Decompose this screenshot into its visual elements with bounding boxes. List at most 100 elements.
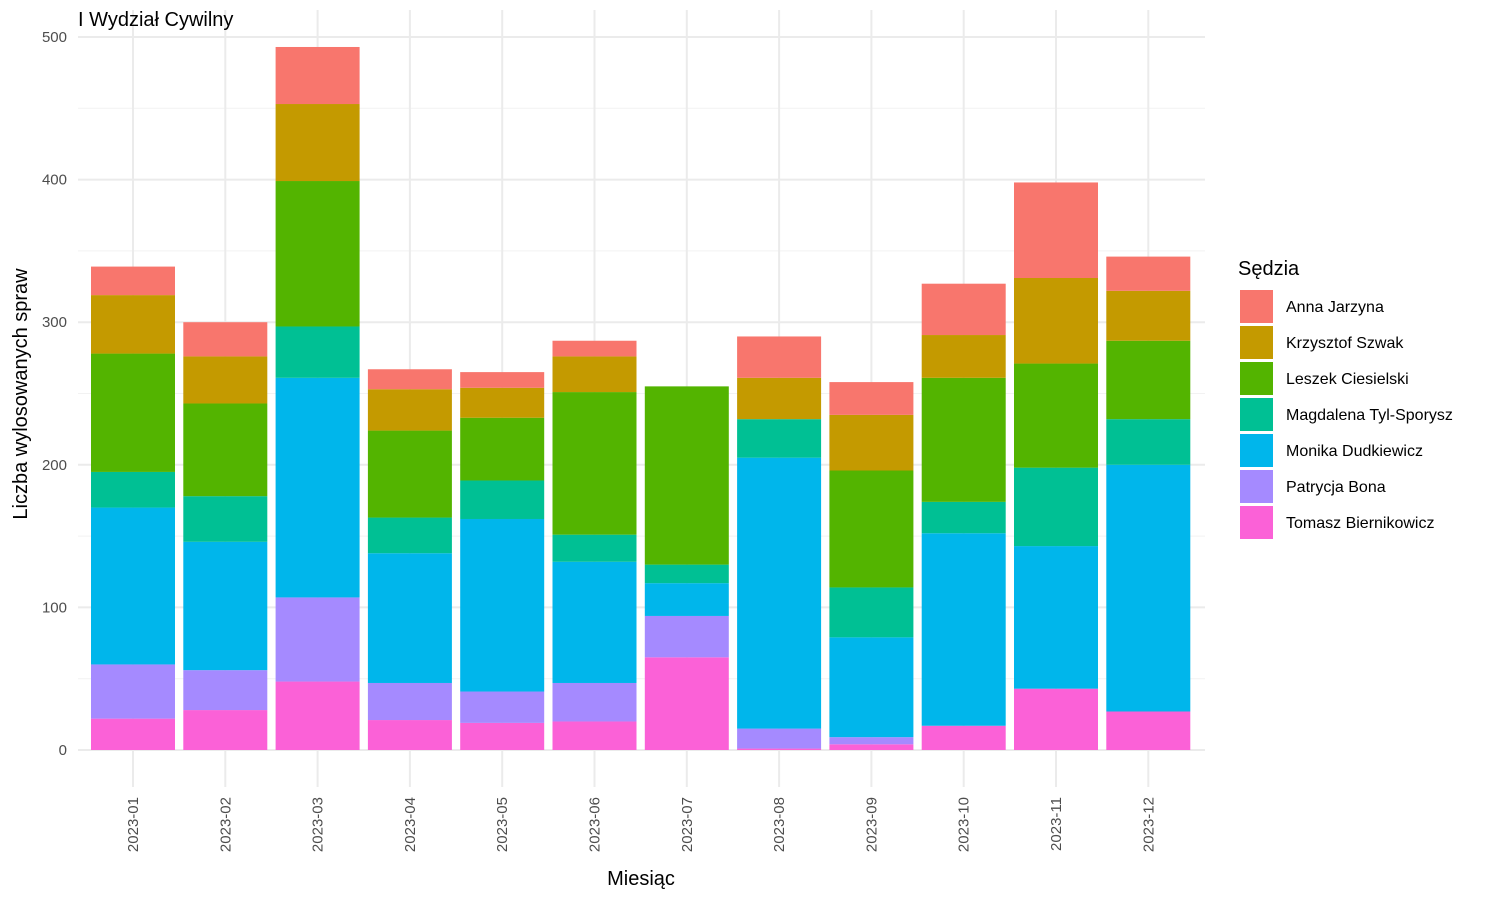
bar-segment — [644, 583, 729, 616]
bar-segment — [460, 387, 545, 418]
y-axis-ticks: 0 100 200 300 400 500 — [42, 29, 67, 759]
bar-segment — [644, 657, 729, 750]
bar-segment — [921, 725, 1006, 750]
bar-segment — [1014, 363, 1098, 468]
bar-segment — [552, 561, 637, 683]
bars — [91, 46, 1191, 750]
bar-segment — [737, 728, 822, 749]
bar-segment — [367, 389, 452, 431]
bar-segment — [183, 356, 268, 404]
bar-segment — [921, 335, 1006, 378]
bar-segment — [829, 587, 914, 638]
y-tick-label: 500 — [42, 29, 67, 46]
bar-segment — [1014, 467, 1098, 547]
x-tick-label: 2023-12 — [1140, 797, 1157, 852]
bar-segment — [829, 737, 914, 745]
x-tick-label: 2023-08 — [771, 797, 788, 852]
bar-segment — [737, 336, 822, 378]
bar-segment — [91, 471, 175, 508]
bar-segment — [552, 534, 637, 562]
y-tick-label: 0 — [59, 742, 67, 759]
legend-label: Krzysztof Szwak — [1286, 335, 1404, 352]
bar-segment — [367, 720, 452, 750]
bar-segment — [91, 507, 175, 665]
bar-segment — [91, 353, 175, 472]
bar-segment — [737, 377, 822, 420]
bar-segment — [552, 392, 637, 535]
bar-segment — [1106, 340, 1191, 420]
bar-segment — [91, 718, 175, 750]
bar-segment — [460, 372, 545, 388]
legend-key — [1240, 326, 1273, 359]
bar-segment — [552, 682, 637, 722]
bar-segment — [183, 670, 268, 711]
y-tick-label: 300 — [42, 314, 67, 331]
y-tick-label: 200 — [42, 457, 67, 474]
bar-segment — [183, 322, 268, 357]
bar-segment — [460, 480, 545, 519]
legend-label: Magdalena Tyl-Sporysz — [1286, 407, 1453, 424]
bar-segment — [367, 430, 452, 518]
bar-segment — [737, 748, 822, 750]
bar-segment — [275, 681, 360, 750]
legend: Sędzia Anna Jarzyna Krzysztof Szwak Leszek… — [1238, 258, 1453, 539]
legend-title: Sędzia — [1238, 258, 1300, 280]
bar-segment — [737, 419, 822, 458]
bar-segment — [275, 597, 360, 682]
y-tick-label: 400 — [42, 172, 67, 189]
x-tick-label: 2023-11 — [1048, 797, 1065, 851]
bar-segment — [460, 417, 545, 481]
legend-key — [1240, 506, 1273, 539]
x-axis-title: Miesiąc — [607, 868, 675, 890]
x-tick-label: 2023-07 — [679, 797, 696, 852]
bar-segment — [552, 340, 637, 357]
legend-key — [1240, 362, 1273, 395]
bar-segment — [1014, 277, 1098, 364]
legend-key — [1240, 290, 1273, 323]
bar-segment — [275, 181, 360, 327]
bar-segment — [1014, 546, 1098, 689]
bar-segment — [644, 386, 729, 565]
bar-segment — [91, 664, 175, 719]
bar-segment — [921, 501, 1006, 534]
bar-segment — [183, 403, 268, 497]
y-axis-title: Liczba wylosowanych spraw — [10, 268, 32, 520]
bar-segment — [829, 382, 914, 415]
legend-label: Leszek Ciesielski — [1286, 371, 1409, 388]
bar-segment — [1014, 688, 1098, 750]
bar-segment — [1106, 711, 1191, 750]
bar-segment — [91, 295, 175, 354]
bar-segment — [275, 377, 360, 598]
x-tick-label: 2023-03 — [310, 797, 327, 852]
bar-segment — [183, 710, 268, 750]
bar-segment — [91, 266, 175, 296]
bar-segment — [921, 377, 1006, 502]
bar-segment — [460, 518, 545, 692]
bar-segment — [367, 682, 452, 721]
bar-segment — [829, 744, 914, 750]
legend-key — [1240, 398, 1273, 431]
legend-key — [1240, 470, 1273, 503]
bar-segment — [275, 326, 360, 378]
bar-segment — [275, 46, 360, 105]
bar-segment — [460, 691, 545, 723]
bar-segment — [552, 721, 637, 750]
legend-label: Anna Jarzyna — [1286, 299, 1384, 316]
legend-label: Tomasz Biernikowicz — [1286, 515, 1434, 532]
bar-segment — [367, 369, 452, 390]
bar-segment — [829, 414, 914, 471]
bar-segment — [183, 496, 268, 542]
legend-label: Patrycja Bona — [1286, 479, 1386, 496]
legend-label: Monika Dudkiewicz — [1286, 443, 1423, 460]
bar-segment — [737, 457, 822, 729]
bar-segment — [275, 104, 360, 182]
x-axis-ticks: 2023-01 2023-02 2023-03 2023-04 2023-05 2023-… — [125, 797, 1157, 852]
bar-segment — [829, 637, 914, 738]
bar-segment — [1106, 419, 1191, 465]
x-tick-label: 2023-06 — [587, 797, 604, 852]
legend-key — [1240, 434, 1273, 467]
bar-segment — [367, 553, 452, 683]
bar-segment — [1106, 256, 1191, 291]
x-tick-label: 2023-10 — [956, 797, 973, 852]
